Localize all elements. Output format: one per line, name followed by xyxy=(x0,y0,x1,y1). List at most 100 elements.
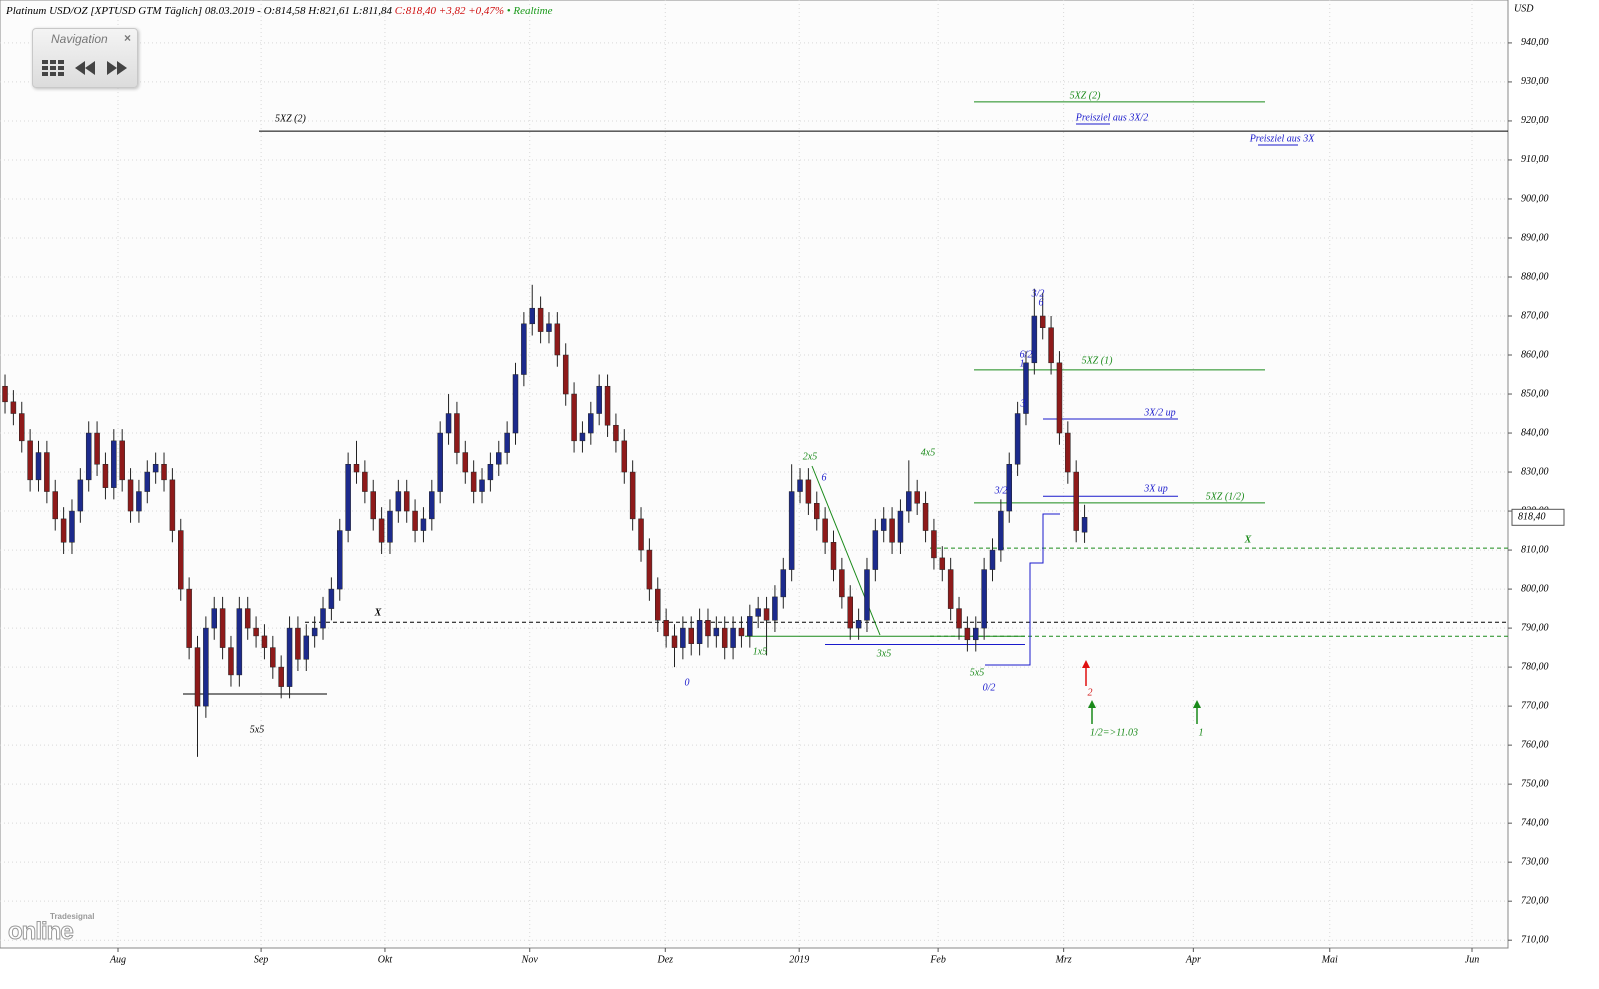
candle-body xyxy=(730,627,736,648)
level-label: 3X up xyxy=(1143,483,1168,494)
candle-body xyxy=(77,479,84,512)
candle-body xyxy=(696,620,703,644)
candle-body xyxy=(270,647,276,668)
back-button[interactable] xyxy=(75,61,95,75)
annotation: 2x5 xyxy=(803,451,817,462)
candle-body xyxy=(964,627,971,641)
level-label: 5XZ (2) xyxy=(275,113,307,124)
candle-body xyxy=(295,627,301,660)
candle-body xyxy=(998,510,1004,551)
candle-body xyxy=(35,452,42,481)
candle-body xyxy=(973,627,979,641)
x-tick-label: Sep xyxy=(254,954,268,965)
plot-area xyxy=(0,0,1509,949)
candle-body xyxy=(646,549,653,590)
y-tick-label: 830,00 xyxy=(1521,466,1549,477)
forward-button[interactable] xyxy=(107,61,127,75)
candle-body xyxy=(496,452,502,465)
candle-body xyxy=(788,491,795,570)
candle-body xyxy=(403,491,410,512)
candle-body xyxy=(429,491,435,520)
candle-body xyxy=(320,608,326,629)
candle-body xyxy=(847,596,853,629)
candle-body xyxy=(370,491,376,520)
x-tick-label: 2019 xyxy=(789,954,809,965)
candle-body xyxy=(454,413,460,453)
x-tick-label: Aug xyxy=(109,954,126,965)
logo-brand: Tradesignal xyxy=(50,912,95,921)
candle-body xyxy=(1023,362,1029,414)
annotation: 3x5 xyxy=(876,648,891,659)
y-tick-label: 740,00 xyxy=(1521,817,1549,828)
annotation: 6/2 xyxy=(1020,349,1033,360)
y-tick-label: 760,00 xyxy=(1521,739,1549,750)
candle-body xyxy=(521,323,527,375)
grid-button[interactable] xyxy=(42,60,64,76)
annotation: 0/2 xyxy=(983,682,996,693)
y-tick-label: 860,00 xyxy=(1521,349,1549,360)
x-tick-label: Apr xyxy=(1185,954,1201,965)
candle-body xyxy=(111,440,117,488)
candle-body xyxy=(420,518,427,531)
candle-body xyxy=(596,385,602,414)
annotation: 5x5 xyxy=(970,667,984,678)
y-tick-label: 900,00 xyxy=(1521,193,1549,204)
candle-body xyxy=(780,569,787,598)
candle-body xyxy=(27,440,33,481)
x-tick-label: Jun xyxy=(1465,954,1479,965)
nav-icons xyxy=(42,60,127,76)
candle-body xyxy=(1031,315,1038,364)
x-tick-label: Mai xyxy=(1321,954,1338,965)
candle-body xyxy=(161,463,167,481)
candle-body xyxy=(839,569,845,598)
y-tick-label: 870,00 xyxy=(1521,310,1549,321)
arrow-head xyxy=(1088,700,1096,708)
x-tick-label: Dez xyxy=(657,954,674,965)
candle-body xyxy=(655,588,661,621)
annotation: 1x5 xyxy=(753,646,767,657)
price-tag-label: 818,40 xyxy=(1518,512,1546,523)
candle-body xyxy=(152,463,159,473)
candle-body xyxy=(562,354,569,395)
candle-body xyxy=(203,627,209,707)
candle-body xyxy=(822,518,828,543)
candle-body xyxy=(947,569,954,609)
candle-body xyxy=(855,620,862,629)
y-tick-label: 910,00 xyxy=(1521,154,1549,165)
candle-body xyxy=(487,463,494,481)
candle-body xyxy=(69,510,75,543)
annotation: 5x5 xyxy=(250,724,264,735)
y-tick-label: 920,00 xyxy=(1521,115,1549,126)
y-tick-label: 890,00 xyxy=(1521,232,1549,243)
candle-body xyxy=(880,518,887,531)
candle-body xyxy=(671,635,678,648)
candle-body xyxy=(395,491,402,512)
y-tick-label: 840,00 xyxy=(1521,427,1549,438)
navigation-title: Navigation xyxy=(51,32,108,46)
y-tick-label: 880,00 xyxy=(1521,271,1549,282)
change: C:818,40 +3,82 +0,47% xyxy=(394,5,505,17)
annotation: 6 xyxy=(1039,297,1044,308)
annotation: 1/2=>11.03 xyxy=(1090,727,1138,738)
candle-body xyxy=(169,479,176,531)
candle-body xyxy=(680,627,686,648)
candle-body xyxy=(588,413,594,434)
candle-body xyxy=(278,666,284,687)
y-axis-label: USD xyxy=(1514,3,1534,14)
candle-body xyxy=(638,518,644,551)
candle-body xyxy=(872,530,879,570)
navigation-panel: Navigation × xyxy=(32,28,138,88)
close-button[interactable]: × xyxy=(123,31,131,45)
x-tick-label: Feb xyxy=(929,954,946,965)
candle-body xyxy=(864,569,870,621)
candle-body xyxy=(127,479,134,512)
candle-body xyxy=(52,491,58,520)
y-tick-label: 720,00 xyxy=(1521,895,1549,906)
candle-body xyxy=(922,503,929,531)
candle-body xyxy=(228,647,234,676)
candle-body xyxy=(512,374,519,434)
candle-body xyxy=(1006,463,1012,512)
annotation: 3/2 xyxy=(1031,288,1045,299)
